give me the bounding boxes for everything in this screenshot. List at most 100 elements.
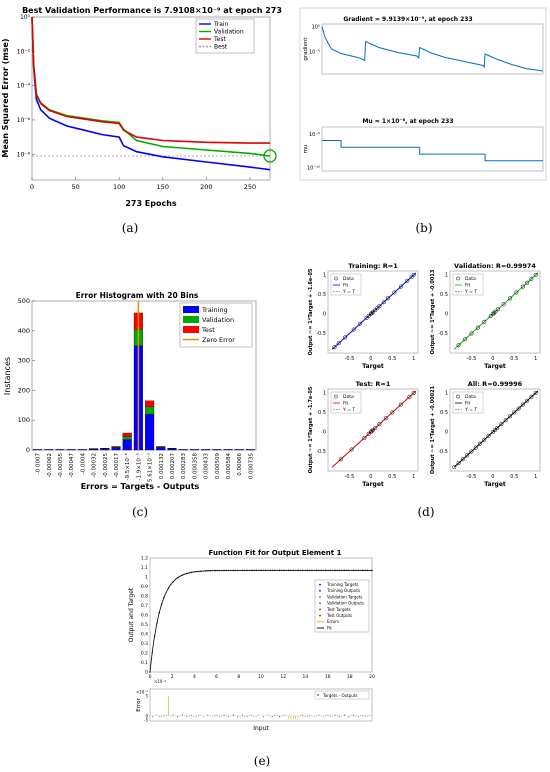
regression-point <box>512 410 517 415</box>
regression-point <box>490 311 495 317</box>
panel-b1-ylabel: gradient <box>303 37 309 61</box>
regression-legend-label: Y = T <box>342 289 355 295</box>
panel-b1-gradient-line <box>321 26 544 72</box>
regression-legend-label: Y = T <box>342 407 355 413</box>
regression-plot-1: Training: R=1 -0.5 0 0.5 1 -0.5 0 0.5 1 Target Out… <box>308 262 419 370</box>
c-ytick-label: 100 <box>18 416 30 424</box>
c-bar-training <box>234 449 244 451</box>
c-bar-training <box>201 449 211 451</box>
b-ytick-label: 10⁻⁵ <box>309 50 320 56</box>
regression-point <box>507 296 513 301</box>
regression-ytick-label: -0.5 <box>316 331 326 337</box>
e-xtick-label: 6 <box>215 674 218 680</box>
regression-legend-marker <box>334 394 338 399</box>
regression-fit-line <box>331 272 417 350</box>
a-xtick-label: 150 <box>157 183 169 191</box>
regression-point <box>385 296 391 301</box>
panel-c-title: Error Histogram with 20 Bins <box>76 291 199 300</box>
c-legend-label: Validation <box>202 316 234 324</box>
regression-title: Validation: R=0.99974 <box>454 262 536 270</box>
regression-ytick-label: 0 <box>445 429 448 435</box>
regression-title: Training: R=1 <box>348 262 398 270</box>
regression-ytick-label: -0.5 <box>438 331 448 337</box>
regression-xtick-label: 0 <box>491 356 494 362</box>
c-bar-training <box>245 449 255 451</box>
c-xtick-label: -0.0004 <box>80 453 86 475</box>
regression-point <box>492 310 497 315</box>
regression-point <box>462 337 468 342</box>
panel-b: Gradient = 9.9139×10⁻⁹, at epoch 233 10⁰… <box>299 7 547 235</box>
c-legend-label: Test <box>201 326 215 334</box>
regression-point <box>381 300 386 305</box>
regression-xtick-label: 0 <box>369 474 372 480</box>
c-xtick-label: 0.00066 <box>237 453 243 476</box>
e-xtick-label: 20 <box>369 674 375 680</box>
a-xtick-label: 200 <box>200 183 212 191</box>
e-legend-label: Training Targets <box>326 582 359 587</box>
e-legend-label: Test Targets <box>326 607 351 612</box>
regression-point <box>469 449 474 454</box>
regression-point <box>398 402 403 407</box>
panel-a-series <box>31 16 271 171</box>
caption-e: (e) <box>254 754 270 768</box>
c-bar-training <box>66 449 76 451</box>
caption-c: (c) <box>132 505 148 519</box>
panel-e-title: Function Fit for Output Element 1 <box>209 549 342 557</box>
regression-point <box>362 435 367 440</box>
e-legend-marker <box>319 583 321 586</box>
regression-legend <box>452 391 484 414</box>
regression-ytick-label: 0.5 <box>440 410 448 416</box>
c-bar-training <box>145 414 155 451</box>
a-ytick-label: 10⁻² <box>17 48 31 55</box>
e-error-ytick-label: -5 <box>144 718 148 723</box>
regression-ytick-label: 0 <box>323 429 326 435</box>
b-ytick-label: 10⁰ <box>312 25 320 31</box>
regression-legend-marker <box>456 276 460 281</box>
panel-b2-ylabel: mu <box>303 145 309 154</box>
regression-point <box>520 402 525 407</box>
b-ytick-label: 10⁻¹⁰ <box>307 166 320 172</box>
c-xtick-label: -0.00032 <box>92 453 98 478</box>
c-bar-validation <box>145 406 155 415</box>
panel-e-yticks: 0 0.1 0.2 0.3 0.4 0.5 0.6 0.7 0.8 0.9 1 1.1 1.2 <box>141 556 148 676</box>
regression-point <box>405 278 410 283</box>
regression-xtick-label: 0.5 <box>388 474 396 480</box>
c-xtick-label: -9.5×10⁻⁵ <box>124 453 131 480</box>
regression-point <box>514 290 519 295</box>
regression-ylabel: Output ~= 1*Target + -0.0013 <box>430 269 436 354</box>
regression-point <box>473 445 478 450</box>
regression-xtick-label: 1 <box>534 474 537 480</box>
c-bar-training <box>55 449 65 451</box>
regression-point <box>495 425 500 431</box>
c-ytick-label: 500 <box>18 297 30 305</box>
regression-legend-label: Fit <box>465 283 471 289</box>
regression-legend <box>330 273 362 296</box>
c-xtick-label: 0.000735 <box>248 453 254 480</box>
c-xtick-label: 0.000132 <box>159 453 165 479</box>
panel-c-xticks: -0.0007 -0.00062 -0.00055 -0.00047 -0.0004 -0… <box>36 453 255 482</box>
e-ytick-label: 1.2 <box>141 556 148 562</box>
regression-point <box>503 418 508 423</box>
c-legend-swatch <box>183 326 199 333</box>
e-ytick-label: 0.2 <box>141 651 148 657</box>
c-ytick-label: 0 <box>26 446 30 454</box>
regression-point <box>456 343 461 348</box>
c-xtick-label: -0.00055 <box>58 453 64 478</box>
regression-ylabel: Output ~= 1*Target + -1.8e-05 <box>308 268 314 355</box>
caption-a: (a) <box>122 221 139 235</box>
regression-point <box>411 390 416 395</box>
regression-legend <box>330 391 362 414</box>
c-xtick-label: -0.00025 <box>103 453 109 478</box>
regression-point <box>392 290 397 295</box>
c-legend-swatch <box>183 316 199 323</box>
panel-e: Function Fit for Output Element 1 0 0.1 0.… <box>128 549 375 768</box>
regression-point <box>495 307 501 312</box>
a-legend-label: Train <box>213 21 229 28</box>
regression-legend-label: Fit <box>343 283 349 289</box>
regression-title: All: R=0.99996 <box>468 380 523 388</box>
c-bar-training <box>156 447 166 451</box>
c-bar-training <box>77 449 87 451</box>
regression-plot-2: Validation: R=0.99974 -0.5 0 0.5 1 -0.5 0 0.5 1 T… <box>430 262 541 370</box>
c-bar-test <box>156 446 166 448</box>
